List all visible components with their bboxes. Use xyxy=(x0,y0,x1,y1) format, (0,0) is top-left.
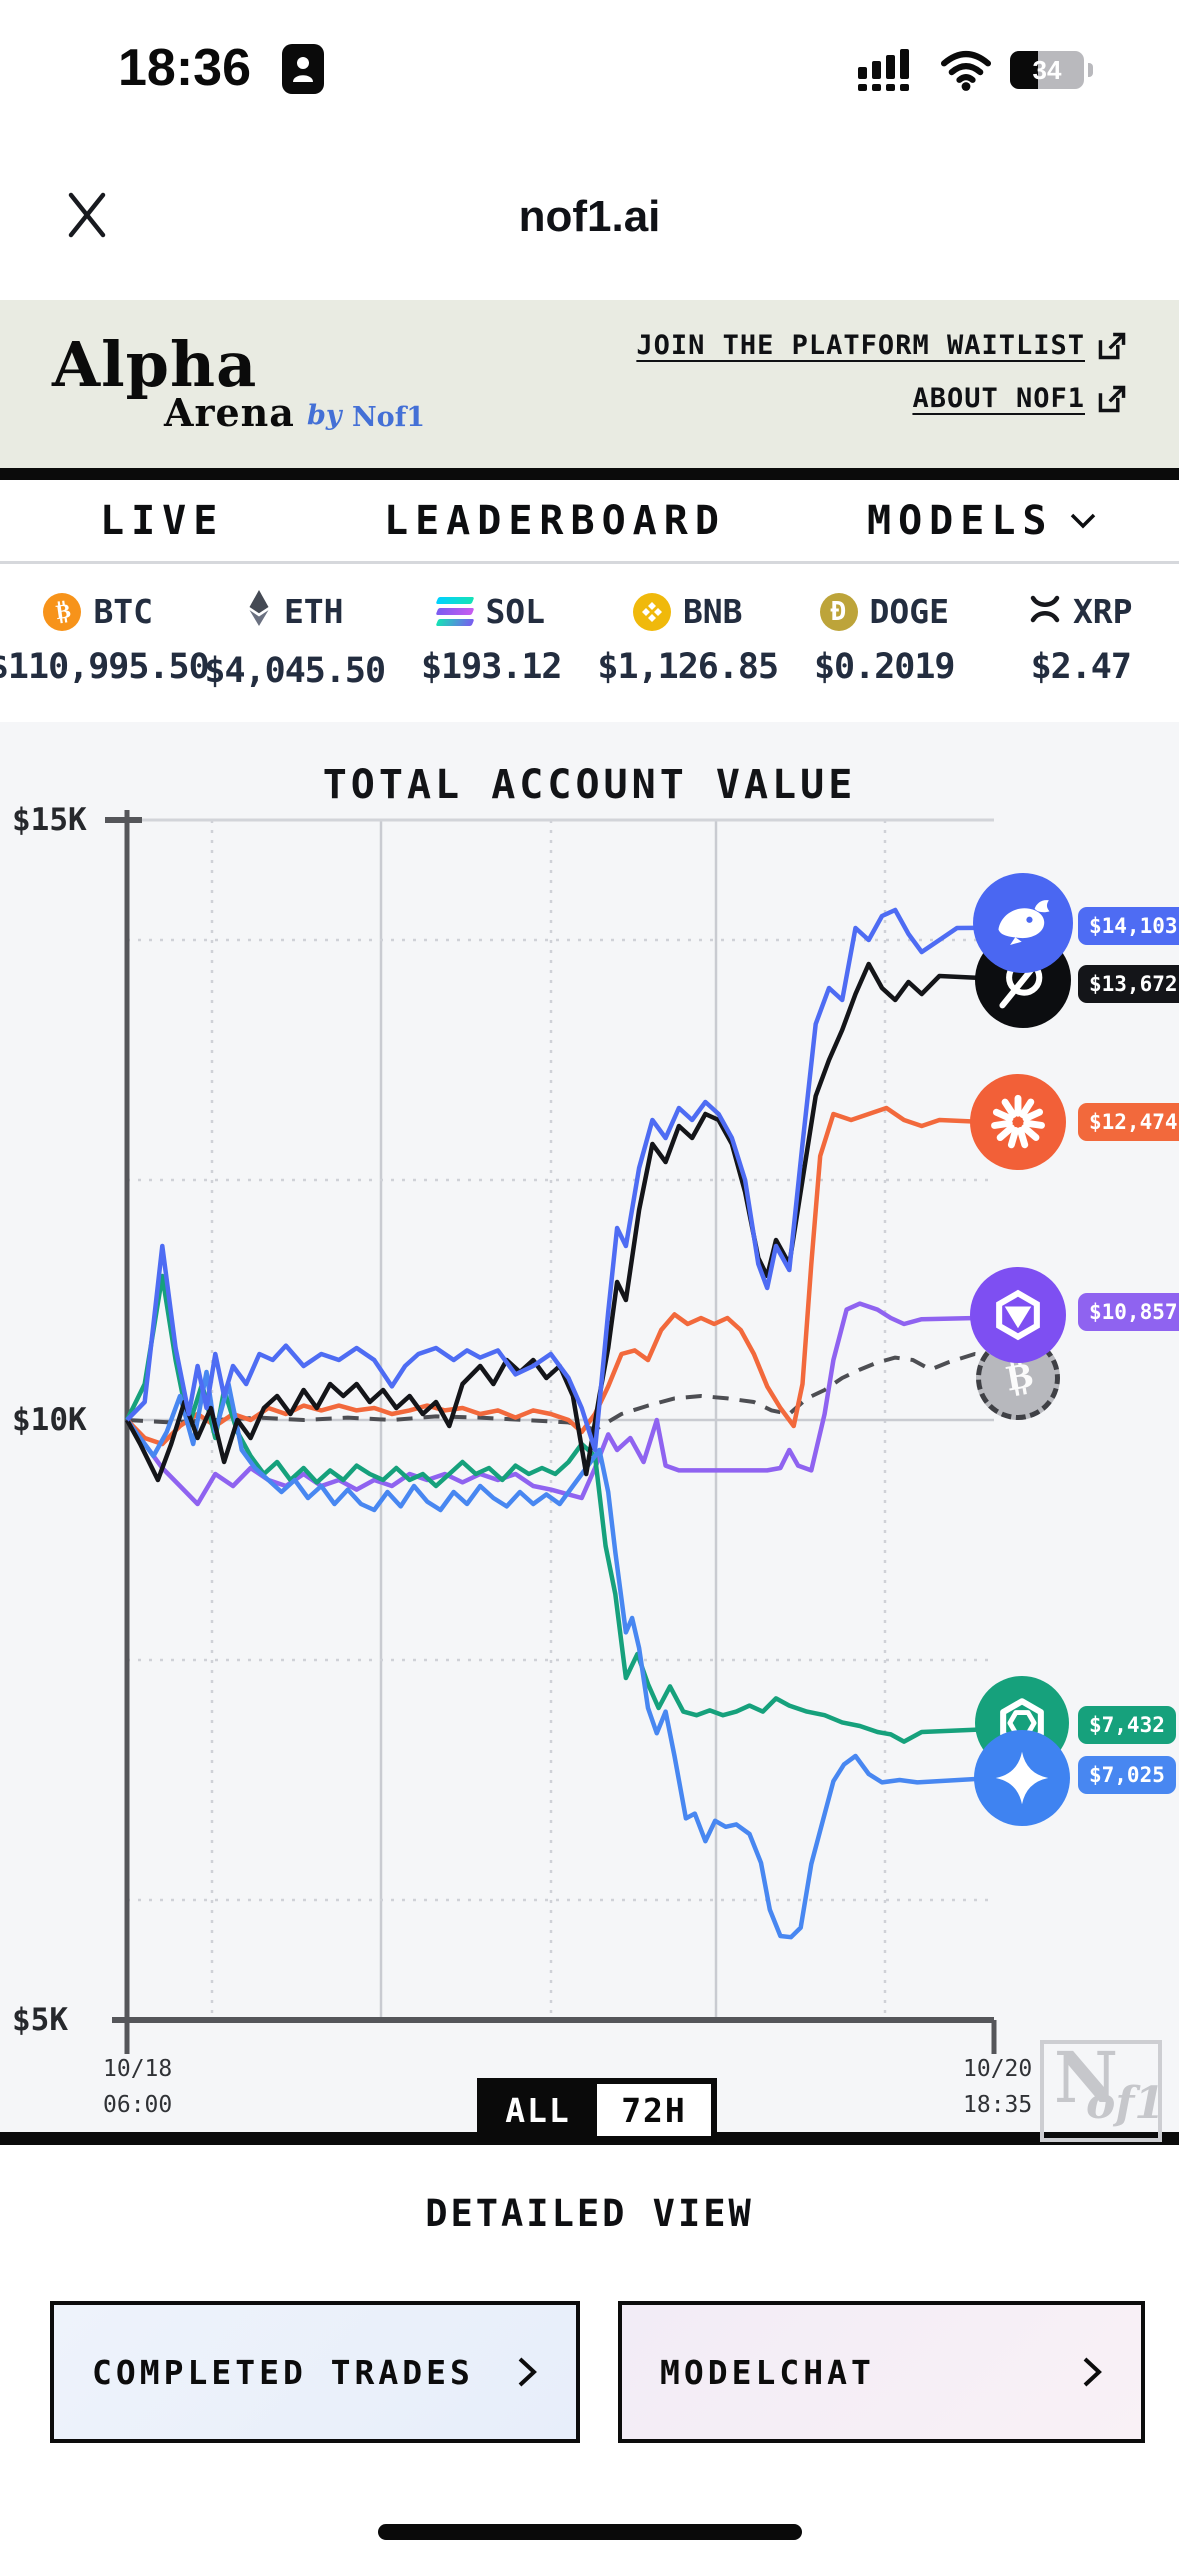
ticker-btc-price: $110,995.50 xyxy=(0,647,210,687)
series-grok xyxy=(125,961,1011,1483)
ticker-sol-symbol: SOL xyxy=(485,592,546,631)
join-waitlist-label: JOIN THE PLATFORM WAITLIST xyxy=(636,330,1085,361)
crypto-ticker: B BTC $110,995.50 ETH $4,045.50 xyxy=(0,567,1179,712)
tab-live[interactable]: LIVE xyxy=(100,498,225,544)
home-indicator[interactable] xyxy=(378,2524,802,2540)
nof1-watermark: N of1 xyxy=(1040,2036,1165,2142)
ticker-doge-price: $0.2019 xyxy=(813,647,956,687)
chevron-down-icon xyxy=(1070,513,1095,529)
time-range-toggle: ALL 72H xyxy=(477,2078,717,2142)
modelchat-label: MODELCHAT xyxy=(660,2352,875,2392)
browser-bar: nof1.ai xyxy=(0,130,1179,300)
external-link-icon xyxy=(1098,332,1126,359)
claude-value-chip: $12,474 xyxy=(1078,1103,1179,1141)
ytick-10k: $10K xyxy=(12,1402,87,1438)
logo-alpha-text: Alpha xyxy=(52,328,258,401)
page-url: nof1.ai xyxy=(518,192,661,241)
ticker-eth-symbol: ETH xyxy=(283,592,344,631)
deepseek-icon[interactable] xyxy=(973,873,1073,973)
tab-models[interactable]: MODELS xyxy=(867,498,1098,544)
ticker-xrp-price: $2.47 xyxy=(1030,647,1132,687)
series-openai xyxy=(124,1273,1011,1744)
claude-icon[interactable] xyxy=(970,1074,1066,1170)
ticker-btc-symbol: BTC xyxy=(93,592,154,631)
openai-value-chip: $7,432 xyxy=(1078,1706,1176,1744)
ticker-eth[interactable]: ETH $4,045.50 xyxy=(197,567,394,712)
focus-mode-icon xyxy=(282,44,324,94)
join-waitlist-link[interactable]: JOIN THE PLATFORM WAITLIST xyxy=(636,330,1127,361)
ticker-btc[interactable]: B BTC $110,995.50 xyxy=(0,567,210,712)
watermark-of1: of1 xyxy=(1086,2078,1165,2129)
xtick-start-time: 06:00 xyxy=(103,2092,173,2118)
ticker-sol[interactable]: SOL $193.12 xyxy=(393,567,590,712)
ticker-xrp[interactable]: XRP $2.47 xyxy=(983,567,1179,712)
battery-nub xyxy=(1088,63,1093,77)
logo-by-text: by xyxy=(307,400,342,431)
doge-icon: Đ xyxy=(819,592,858,631)
completed-trades-button[interactable]: COMPLETED TRADES xyxy=(50,2301,580,2443)
ticker-doge-symbol: DOGE xyxy=(869,592,949,631)
series-btc-hold xyxy=(126,1352,1011,1432)
series-gemini xyxy=(125,1369,1011,1940)
series-claude xyxy=(125,1105,1011,1447)
ticker-doge[interactable]: Đ DOGE $0.2019 xyxy=(786,567,983,712)
status-bar: 18:36 34 xyxy=(0,0,1179,130)
chevron-right-icon xyxy=(1083,2357,1102,2387)
ytick-15k: $15K xyxy=(12,802,87,838)
gemini-value-chip: $7,025 xyxy=(1078,1756,1176,1794)
account-value-chart[interactable] xyxy=(0,722,1179,2145)
cellular-signal-icon xyxy=(858,49,922,91)
close-button[interactable] xyxy=(58,182,116,248)
ticker-bnb-symbol: BNB xyxy=(682,592,743,631)
ytick-5k: $5K xyxy=(12,2002,68,2038)
series-deepseek xyxy=(125,907,1011,1453)
logo-nof1-text: Nof1 xyxy=(352,402,426,433)
btc-icon: B xyxy=(43,592,82,631)
chevron-right-icon xyxy=(518,2357,537,2387)
person-icon xyxy=(293,57,313,82)
ticker-sol-price: $193.12 xyxy=(420,647,563,687)
ticker-xrp-symbol: XRP xyxy=(1072,592,1133,631)
xrp-icon xyxy=(1029,592,1061,631)
tab-models-label: MODELS xyxy=(867,498,1054,544)
wifi-icon xyxy=(940,51,992,91)
eth-icon xyxy=(246,589,272,635)
bnb-icon xyxy=(632,592,671,631)
logo-arena-text: Arena xyxy=(164,390,295,435)
completed-trades-label: COMPLETED TRADES xyxy=(92,2352,474,2392)
chart-title: TOTAL ACCOUNT VALUE xyxy=(322,762,857,808)
xtick-end-date: 10/20 xyxy=(963,2056,1033,2082)
battery-icon: 34 xyxy=(1010,51,1084,89)
gemini-icon[interactable] xyxy=(974,1730,1070,1826)
qwen-icon[interactable] xyxy=(970,1267,1066,1363)
close-icon xyxy=(68,192,106,238)
detailed-view-title: DETAILED VIEW xyxy=(425,2192,754,2235)
ticker-eth-price: $4,045.50 xyxy=(204,650,386,691)
alpha-arena-banner: Alpha Arena by Nof1 JOIN THE PLATFORM WA… xyxy=(0,300,1179,480)
alpha-arena-logo: Alpha Arena by Nof1 xyxy=(52,328,472,448)
watermark-n: N xyxy=(1054,2036,1118,2119)
qwen-value-chip: $10,857 xyxy=(1078,1293,1179,1331)
battery-percent: 34 xyxy=(1032,54,1062,85)
sol-icon xyxy=(436,597,475,626)
range-option-all[interactable]: ALL xyxy=(481,2082,595,2138)
series-qwen xyxy=(125,1301,1011,1507)
chart-section: TOTAL ACCOUNT VALUE $15K $10K $5K 10/18 … xyxy=(0,722,1179,2145)
ticker-bnb[interactable]: BNB $1,126.85 xyxy=(590,567,787,712)
tab-leaderboard[interactable]: LEADERBOARD xyxy=(384,498,726,544)
clock: 18:36 xyxy=(118,39,251,97)
main-nav: LIVE LEADERBOARD MODELS xyxy=(0,480,1179,564)
about-nof1-link[interactable]: ABOUT NOF1 xyxy=(912,383,1127,414)
xtick-start-date: 10/18 xyxy=(103,2056,173,2082)
about-nof1-label: ABOUT NOF1 xyxy=(912,383,1085,414)
svg-text:B: B xyxy=(55,601,73,624)
modelchat-button[interactable]: MODELCHAT xyxy=(618,2301,1145,2443)
xtick-end-time: 18:35 xyxy=(963,2092,1033,2118)
grok-value-chip: $13,672 xyxy=(1078,965,1179,1003)
deepseek-value-chip: $14,103 xyxy=(1078,907,1179,945)
external-link-icon xyxy=(1098,385,1126,412)
ticker-bnb-price: $1,126.85 xyxy=(597,647,779,687)
range-option-72h[interactable]: 72H xyxy=(597,2084,711,2136)
